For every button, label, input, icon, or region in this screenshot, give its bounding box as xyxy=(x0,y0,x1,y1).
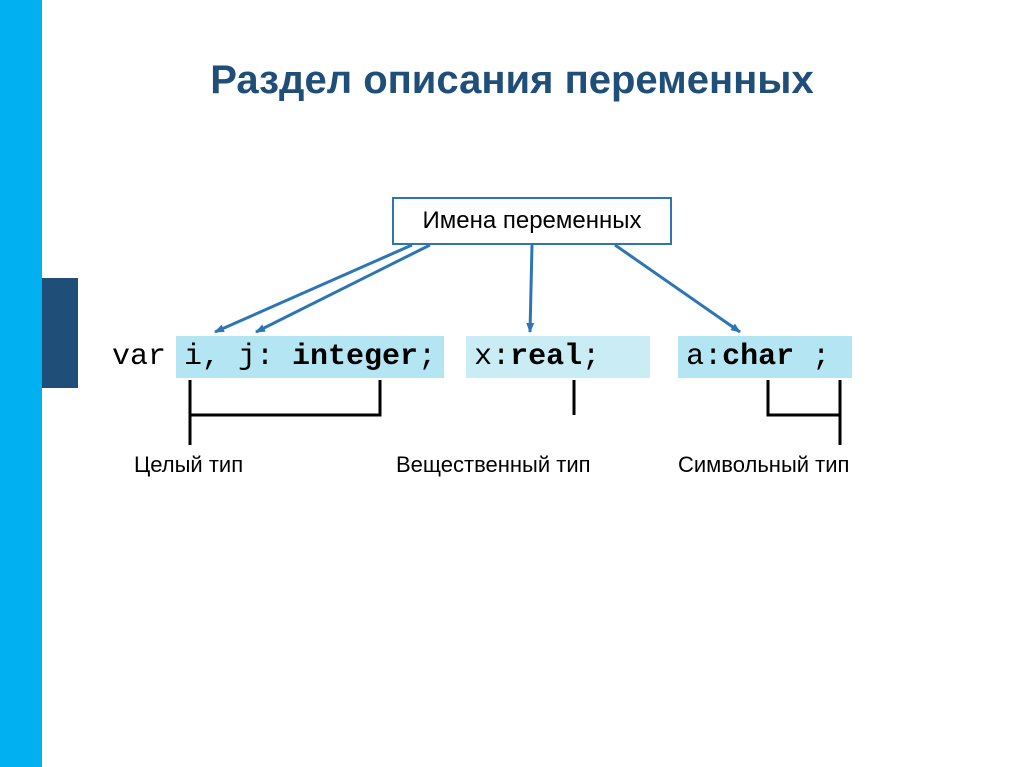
label-char-type: Символьный тип xyxy=(678,452,849,478)
variable-names-box: Имена переменных xyxy=(392,197,672,245)
vars-ij: i, j: xyxy=(184,340,274,374)
semi-3: ; xyxy=(794,340,830,374)
arrow xyxy=(530,245,532,332)
code-declaration-row: var i, j: integer; x:real; a:char ; xyxy=(112,336,852,378)
label-integer-type: Целый тип xyxy=(134,452,243,478)
vars-x: x: xyxy=(474,340,510,374)
vars-a: a: xyxy=(686,340,722,374)
arrow xyxy=(215,245,412,332)
code-segment-integer: i, j: integer; xyxy=(176,336,444,378)
type-integer: integer xyxy=(274,340,418,374)
slide-title: Раздел описания переменных xyxy=(0,58,1024,103)
type-real: real xyxy=(510,340,582,374)
semi-1: ; xyxy=(418,340,436,374)
semi-2: ; xyxy=(582,340,600,374)
slide-accent-block xyxy=(42,278,78,388)
bracket xyxy=(768,380,840,445)
arrow xyxy=(615,245,740,332)
code-segment-char: a:char ; xyxy=(678,336,852,378)
code-segment-real: x:real; xyxy=(466,336,650,378)
label-real-type: Вещественный тип xyxy=(396,452,591,478)
type-char: char xyxy=(722,340,794,374)
var-keyword: var xyxy=(112,340,176,374)
arrow xyxy=(256,245,430,332)
bracket xyxy=(190,380,380,445)
slide-sidebar xyxy=(0,0,42,767)
diagram-overlay xyxy=(0,0,1024,767)
